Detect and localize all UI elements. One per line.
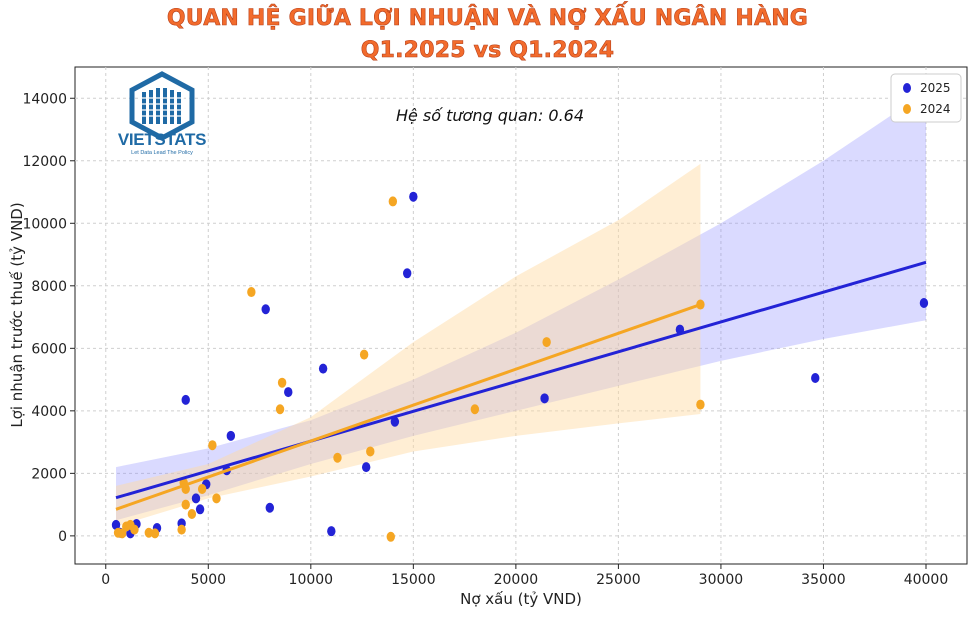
x-axis-ticks: 0 5000 10000 15000 20000 25000 30000 35000 40000 xyxy=(101,564,948,588)
point-2024 xyxy=(386,531,395,542)
point-2024 xyxy=(333,452,342,463)
point-2024 xyxy=(130,524,139,535)
point-2025 xyxy=(195,504,205,515)
point-2024 xyxy=(247,287,256,298)
point-2025 xyxy=(191,493,201,504)
legend-marker-2025 xyxy=(903,83,911,93)
point-2025 xyxy=(919,297,929,308)
legend-marker-2024 xyxy=(903,104,911,114)
x-tick-label: 5000 xyxy=(190,572,226,588)
point-2025 xyxy=(409,191,418,202)
point-2024 xyxy=(187,508,197,519)
trend-line-2025 xyxy=(115,260,927,500)
point-2025 xyxy=(181,394,190,405)
point-2025 xyxy=(361,462,371,473)
chart-title-line2: Q1.2025 vs Q1.2024 xyxy=(360,38,615,64)
y-tick-label: 6000 xyxy=(31,341,67,357)
point-2024 xyxy=(144,527,154,538)
point-2025 xyxy=(226,430,236,441)
point-2025 xyxy=(265,502,275,513)
plot-area xyxy=(74,66,968,565)
y-axis-label: Lợi nhuận trước thuế (tỷ VND) xyxy=(8,202,26,427)
point-2024 xyxy=(696,399,705,410)
point-2025 xyxy=(540,393,549,404)
point-2024 xyxy=(542,337,551,348)
point-2024 xyxy=(366,446,375,457)
x-tick-label: 30000 xyxy=(699,572,744,588)
x-tick-label: 25000 xyxy=(596,572,641,588)
x-tick-label: 10000 xyxy=(289,572,334,588)
point-2025 xyxy=(811,373,820,384)
x-tick-label: 35000 xyxy=(801,572,846,588)
legend: 2025 2024 xyxy=(890,73,962,123)
point-2024 xyxy=(208,440,217,451)
vietstats-logo-icon xyxy=(129,71,195,141)
x-tick-label: 40000 xyxy=(904,572,949,588)
legend-label-2024: 2024 xyxy=(920,102,951,116)
trend-line-2024 xyxy=(115,303,701,511)
x-axis-label: Nợ xấu (tỷ VND) xyxy=(460,590,582,608)
point-2024 xyxy=(359,349,369,360)
point-2025 xyxy=(318,363,328,374)
point-2025 xyxy=(327,526,336,537)
point-2025 xyxy=(390,416,400,427)
x-tick-label: 15000 xyxy=(391,572,436,588)
y-tick-label: 2000 xyxy=(31,466,67,482)
point-2024 xyxy=(388,196,398,207)
point-2024 xyxy=(177,524,186,535)
correlation-annotation: Hệ số tương quan: 0.64 xyxy=(396,106,584,125)
x-tick-label: 0 xyxy=(101,572,110,588)
trend-lines xyxy=(115,260,927,511)
x-tick-label: 20000 xyxy=(494,572,539,588)
y-tick-label: 10000 xyxy=(22,216,67,232)
logo-wordmark: VIETSTATS xyxy=(117,130,207,149)
logo-tagline: Let Data Lead The Policy xyxy=(131,150,193,156)
point-2024 xyxy=(150,528,160,539)
point-2025 xyxy=(261,304,270,315)
y-axis-ticks: 0 2000 4000 6000 8000 10000 12000 14000 xyxy=(22,91,75,545)
point-2024 xyxy=(470,404,480,415)
confidence-band-2025 xyxy=(116,92,926,521)
point-2024 xyxy=(197,483,207,494)
y-tick-label: 12000 xyxy=(22,154,67,170)
legend-label-2025: 2025 xyxy=(920,81,951,95)
y-tick-label: 4000 xyxy=(31,404,67,420)
chart-title-line1: QUAN HỆ GIỮA LỢI NHUẬN VÀ NỢ XẤU NGÂN HÀ… xyxy=(166,6,809,32)
point-2024 xyxy=(181,499,190,510)
y-tick-label: 8000 xyxy=(31,279,67,295)
gridlines xyxy=(75,67,967,564)
point-2025 xyxy=(111,519,121,530)
y-tick-label: 0 xyxy=(58,529,67,545)
point-2024 xyxy=(212,493,221,504)
point-2024 xyxy=(275,404,285,415)
point-2024 xyxy=(277,377,287,388)
y-tick-label: 14000 xyxy=(22,91,67,107)
point-2025 xyxy=(402,268,412,279)
point-2025 xyxy=(284,387,293,398)
